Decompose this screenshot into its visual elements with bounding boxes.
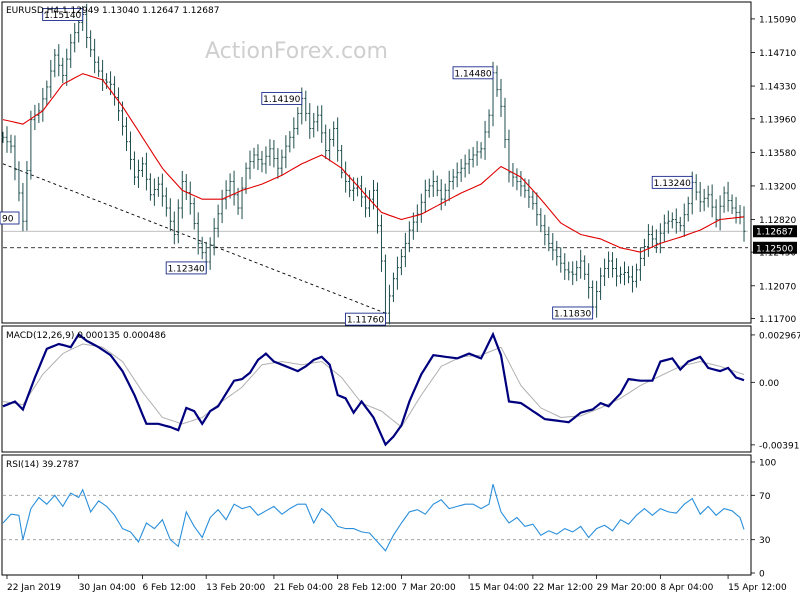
annotation-1.14480: 1.14480 (452, 66, 494, 80)
price-bars (1, 3, 746, 325)
annotation-label: 1.11830 (554, 309, 591, 319)
edge-label-box (0, 211, 20, 225)
macd-signal-line (2, 343, 745, 428)
annotation-label: 1.14190 (263, 95, 300, 105)
moving-average-line (2, 73, 745, 253)
macd-tick-label: 0.002967 (759, 331, 800, 341)
rsi-tick-label: 70 (759, 492, 771, 502)
x-tick-label: 28 Feb 12:00 (338, 583, 397, 593)
annotation-box (552, 306, 594, 320)
annotation-label: 1.11760 (347, 316, 384, 326)
support-price-label: 1.12500 (756, 244, 793, 254)
rsi-layer (2, 484, 748, 552)
edge-label-text: 90 (2, 215, 14, 225)
annotation-1.11760: 1.11760 (345, 312, 386, 326)
macd-line (2, 331, 745, 447)
macd-tick-label: -0.003916 (759, 441, 800, 451)
current-price-label: 1.12687 (756, 228, 793, 238)
rsi-tick-label: 100 (759, 459, 776, 469)
price-tick-label: 1.11700 (759, 315, 796, 325)
rsi-tick-label: 30 (759, 536, 771, 546)
x-tick-label: 15 Apr 12:00 (728, 583, 787, 593)
macd-title: MACD(12,26,9) 0.000135 0.000486 (6, 331, 166, 341)
annotation-box (651, 175, 693, 189)
price-header: EURUSD,H4 1.12949 1.13040 1.12647 1.1268… (6, 6, 219, 16)
price-tick-label: 1.14710 (759, 49, 796, 59)
price-tick-label: 1.13580 (759, 149, 796, 159)
x-tick-label: 30 Jan 04:00 (79, 583, 136, 593)
annotation-1.15140: 1.15140 (42, 8, 84, 21)
price-tick-label: 1.15090 (759, 15, 796, 25)
annotation-1.14190: 1.14190 (261, 91, 303, 105)
rsi-line (2, 484, 745, 552)
annotation-1.13240: 1.13240 (651, 175, 693, 189)
annotation-box (165, 261, 207, 275)
rsi-tick-label: 0 (759, 570, 765, 580)
annotation-label: 1.15140 (44, 11, 81, 21)
support-price-box (753, 241, 797, 254)
annotation-1.12340: 1.12340 (165, 261, 207, 275)
price-tick-label: 1.13960 (759, 115, 796, 125)
x-tick-label: 6 Feb 12:00 (142, 583, 196, 593)
watermark: ActionForex.com (205, 39, 388, 64)
current-price-box (753, 225, 797, 238)
price-tick-label: 1.14330 (759, 83, 796, 93)
annotation-box (261, 91, 303, 105)
price-layer: 1.15140 1.12340 1.14190 1.11760 1.14480 1.118… (0, 3, 748, 326)
x-tick-label: 13 Feb 20:00 (206, 583, 265, 593)
axis-layer: 1.15090 1.14710 1.14330 1.13960 1.13580 1.132… (6, 15, 800, 593)
annotation-1.11830: 1.11830 (552, 306, 594, 320)
price-tick-label: 1.12070 (759, 282, 796, 292)
x-tick-label: 21 Feb 04:00 (274, 583, 333, 593)
rsi-title: RSI(14) 39.2787 (6, 460, 79, 470)
macd-layer (2, 331, 745, 447)
x-tick-label: 22 Jan 2019 (7, 583, 61, 593)
x-tick-label: 29 Mar 20:00 (597, 583, 657, 593)
x-tick-label: 15 Mar 04:00 (469, 583, 529, 593)
macd-tick-label: 0.00 (759, 379, 779, 389)
price-tick-label: 1.13200 (759, 182, 796, 192)
macd-panel-frame (1, 325, 752, 453)
trendline (2, 163, 386, 314)
annotation-label: 1.12340 (168, 264, 205, 274)
annotation-label: 1.14480 (454, 69, 491, 79)
x-tick-label: 22 Mar 12:00 (533, 583, 593, 593)
annotation-box (345, 312, 386, 326)
annotation-label: 1.13240 (654, 179, 691, 189)
x-tick-label: 8 Apr 04:00 (660, 583, 713, 593)
edge-label: 90 (0, 211, 20, 225)
rsi-panel-frame (1, 454, 752, 576)
price-tick-label: 1.12820 (759, 216, 796, 226)
annotation-box (42, 8, 84, 21)
x-tick-label: 7 Mar 20:00 (401, 583, 456, 593)
annotation-box (452, 66, 494, 80)
